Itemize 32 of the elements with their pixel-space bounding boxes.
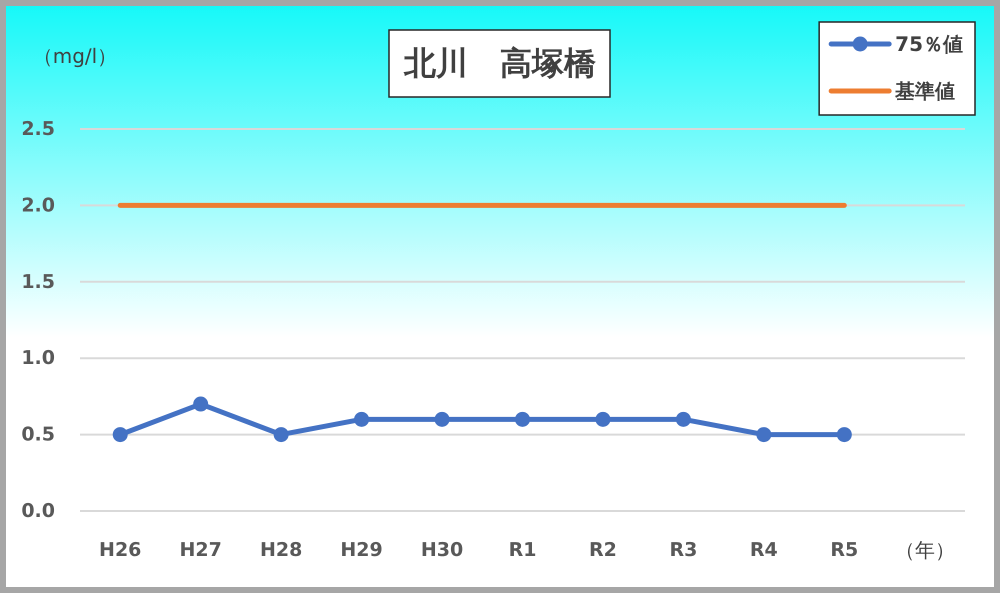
point <box>112 427 128 442</box>
chart-title: 北川 高塚橋 <box>403 44 596 82</box>
y-tick-label: 1.5 <box>21 270 55 293</box>
x-tick-label: H30 <box>420 539 464 561</box>
legend-label: 基準値 <box>894 79 956 103</box>
point <box>354 412 370 427</box>
ylabel: （mg/l） <box>32 44 118 68</box>
point <box>193 396 208 412</box>
point <box>595 412 610 427</box>
x-tick-label: H26 <box>99 539 142 561</box>
y-tick-label: 2.5 <box>21 118 55 140</box>
y-tick-label: 0.5 <box>21 424 55 446</box>
y-tick-label: 2.0 <box>21 194 55 216</box>
x-tick-label: R1 <box>508 539 536 561</box>
y-tick-label: 0.0 <box>21 500 55 522</box>
x-tick-label: R3 <box>669 539 698 561</box>
x-tick-label: R2 <box>589 539 617 561</box>
x-tick-label: H29 <box>340 539 383 561</box>
xlabel: （年） <box>894 538 955 562</box>
x-tick-label: R4 <box>750 539 778 561</box>
point <box>836 427 852 442</box>
x-tick-label: H27 <box>180 539 222 561</box>
point <box>274 427 289 442</box>
point <box>515 412 530 427</box>
x-tick-label: H28 <box>260 539 302 561</box>
y-tick-label: 1.0 <box>21 347 55 370</box>
point <box>756 427 772 442</box>
point <box>434 412 450 427</box>
x-tick-label: R5 <box>830 539 858 561</box>
point <box>676 412 691 427</box>
legend-label: 75％値 <box>895 32 963 56</box>
title: 北川 高塚橋 <box>388 29 611 98</box>
